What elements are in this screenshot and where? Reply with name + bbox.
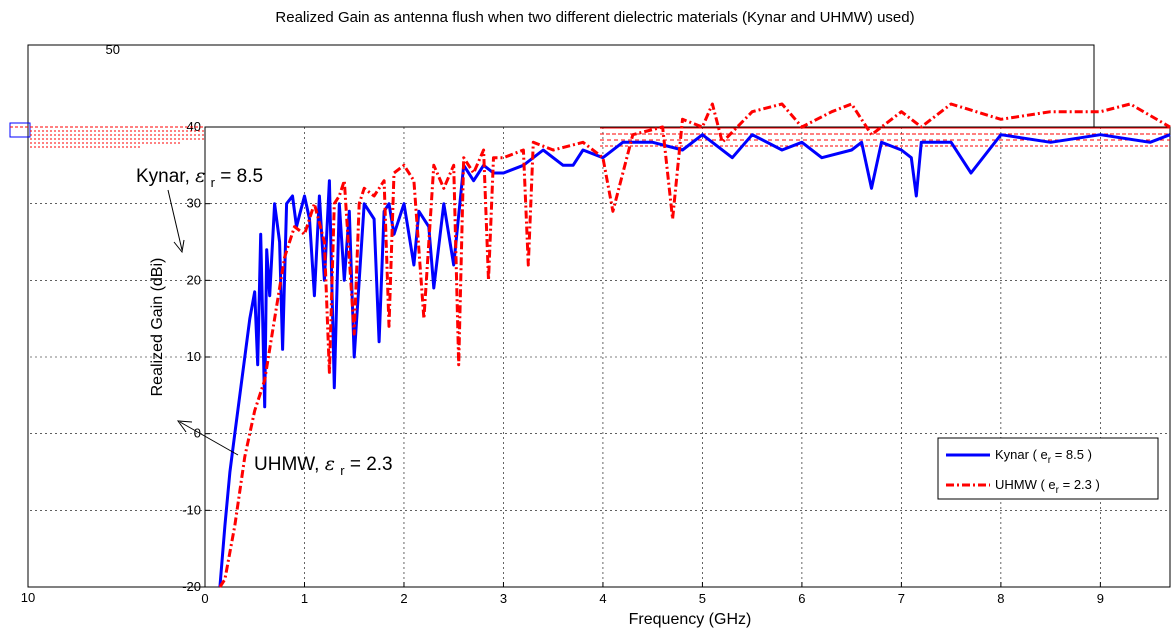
x-tick-label: 9: [1097, 591, 1104, 606]
y-tick-label: 10: [187, 349, 201, 364]
x-tick-label: 7: [898, 591, 905, 606]
annotation-kynar-symbol: ε: [195, 165, 205, 187]
annotation-uhmw: UHMW, ε r = 2.3: [176, 420, 393, 480]
x-tick-label: 8: [997, 591, 1004, 606]
annotation-kynar-value: = 8.5: [220, 166, 263, 187]
back-axis-bottom-tick: 10: [21, 590, 35, 605]
annotation-kynar-name: Kynar,: [136, 166, 190, 187]
uhmw-arrowhead: [176, 420, 193, 433]
legend-box: [937, 437, 1159, 500]
uhmw-arrow: [179, 421, 239, 456]
legend-label-kynar: Kynar ( er = 8.5 ): [995, 447, 1092, 466]
left-strip-artifact: [9, 122, 205, 148]
x-axis-ticks: 0 1 2 3 4 5 6 7 8 9: [201, 582, 1104, 606]
annotation-kynar-sub: r: [211, 175, 216, 190]
series-line-kynar: [218, 133, 1171, 588]
y-tick-label: 20: [187, 272, 201, 287]
x-tick-label: 1: [301, 591, 308, 606]
y-axis-ticks: -20 -10 0 10 20 30 40: [182, 119, 210, 594]
svg-text:Kynar, ε r: Kynar, ε r = 8.5: [136, 165, 263, 192]
y-axis-label: Realized Gain (dBi): [149, 258, 166, 397]
annotation-uhmw-symbol: ε: [325, 453, 335, 475]
legend-label-uhmw: UHMW ( er = 2.3 ): [995, 477, 1100, 496]
x-tick-label: 2: [400, 591, 407, 606]
x-tick-label: 5: [699, 591, 706, 606]
y-tick-label: 40: [187, 119, 201, 134]
series-line-uhmw: [218, 102, 1171, 588]
annotation-uhmw-sub: r: [340, 463, 345, 478]
x-tick-label: 4: [599, 591, 606, 606]
series-lines: [218, 102, 1171, 588]
chart-title: Realized Gain as antenna flush when two …: [275, 9, 914, 26]
annotation-uhmw-value: = 2.3: [350, 454, 393, 475]
y-tick-label: 0: [194, 426, 201, 441]
y-tick-label: -20: [182, 579, 201, 594]
y-tick-label: 30: [187, 196, 201, 211]
legend: Kynar ( er = 8.5 ) UHMW ( er = 2.3 ): [937, 437, 1159, 500]
x-tick-label: 6: [798, 591, 805, 606]
x-tick-label: 0: [201, 591, 208, 606]
annotation-kynar: Kynar, ε r = 8.5: [136, 165, 263, 254]
y-tick-label: -10: [182, 502, 201, 517]
x-axis-label: Frequency (GHz): [629, 611, 752, 628]
back-axis-top-tick: 50: [106, 42, 120, 57]
kynar-arrow: [167, 189, 183, 251]
kynar-arrowhead: [173, 239, 185, 254]
x-tick-label: 3: [500, 591, 507, 606]
annotation-uhmw-name: UHMW,: [254, 454, 319, 475]
svg-text:UHMW, ε r: UHMW, ε r = 2.3: [254, 453, 393, 480]
